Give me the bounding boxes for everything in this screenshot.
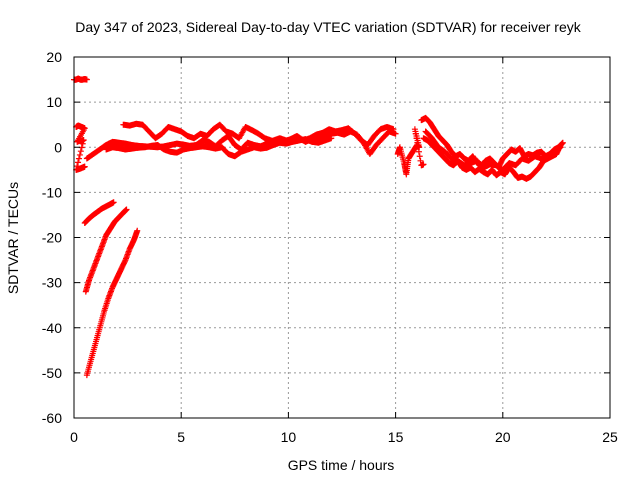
x-tick-label: 5: [177, 429, 185, 445]
data-point: [75, 159, 82, 166]
axis-ticks: 0 5 10 15 20 25 -60 -50 -40 -30 -20 -10 0 10 20: [42, 49, 618, 445]
data-point: [390, 126, 397, 133]
data-point: [328, 135, 335, 142]
x-tick-label: 0: [70, 429, 78, 445]
x-tick-label: 25: [602, 429, 618, 445]
data-point: [79, 140, 86, 147]
data-point: [77, 148, 84, 155]
data-point: [80, 137, 87, 144]
data-point: [416, 153, 423, 160]
data-point: [76, 151, 83, 158]
x-tick-label: 10: [281, 429, 297, 445]
data-point: [81, 163, 88, 170]
data-point: [110, 199, 117, 206]
y-tick-label: 0: [54, 139, 62, 155]
data-point: [412, 130, 419, 137]
x-tick-label: 15: [388, 429, 404, 445]
chart-title: Day 347 of 2023, Sidereal Day-to-day VTE…: [75, 19, 581, 35]
data-point: [134, 227, 141, 234]
y-tick-label: -30: [42, 275, 62, 291]
y-tick-label: 10: [46, 94, 62, 110]
grid-lines: [74, 57, 610, 418]
data-point: [414, 139, 421, 146]
y-tick-label: -20: [42, 230, 62, 246]
data-point: [415, 148, 422, 155]
data-point: [123, 206, 130, 213]
y-axis-label: SDTVAR / TECUs: [5, 182, 21, 294]
data-point: [75, 155, 82, 162]
data-point: [417, 157, 424, 164]
data-point: [413, 135, 420, 142]
y-tick-label: -50: [42, 365, 62, 381]
y-tick-label: -60: [42, 410, 62, 426]
y-tick-label: -40: [42, 320, 62, 336]
data-point: [411, 126, 418, 133]
x-tick-label: 20: [495, 429, 511, 445]
data-points: [71, 75, 566, 379]
data-point: [420, 161, 427, 168]
data-point: [557, 144, 564, 151]
data-point: [392, 130, 399, 137]
y-tick-label: 20: [46, 49, 62, 65]
data-point: [415, 144, 422, 151]
y-tick-label: -10: [42, 184, 62, 200]
data-point: [83, 76, 90, 83]
x-axis-label: GPS time / hours: [288, 457, 395, 473]
